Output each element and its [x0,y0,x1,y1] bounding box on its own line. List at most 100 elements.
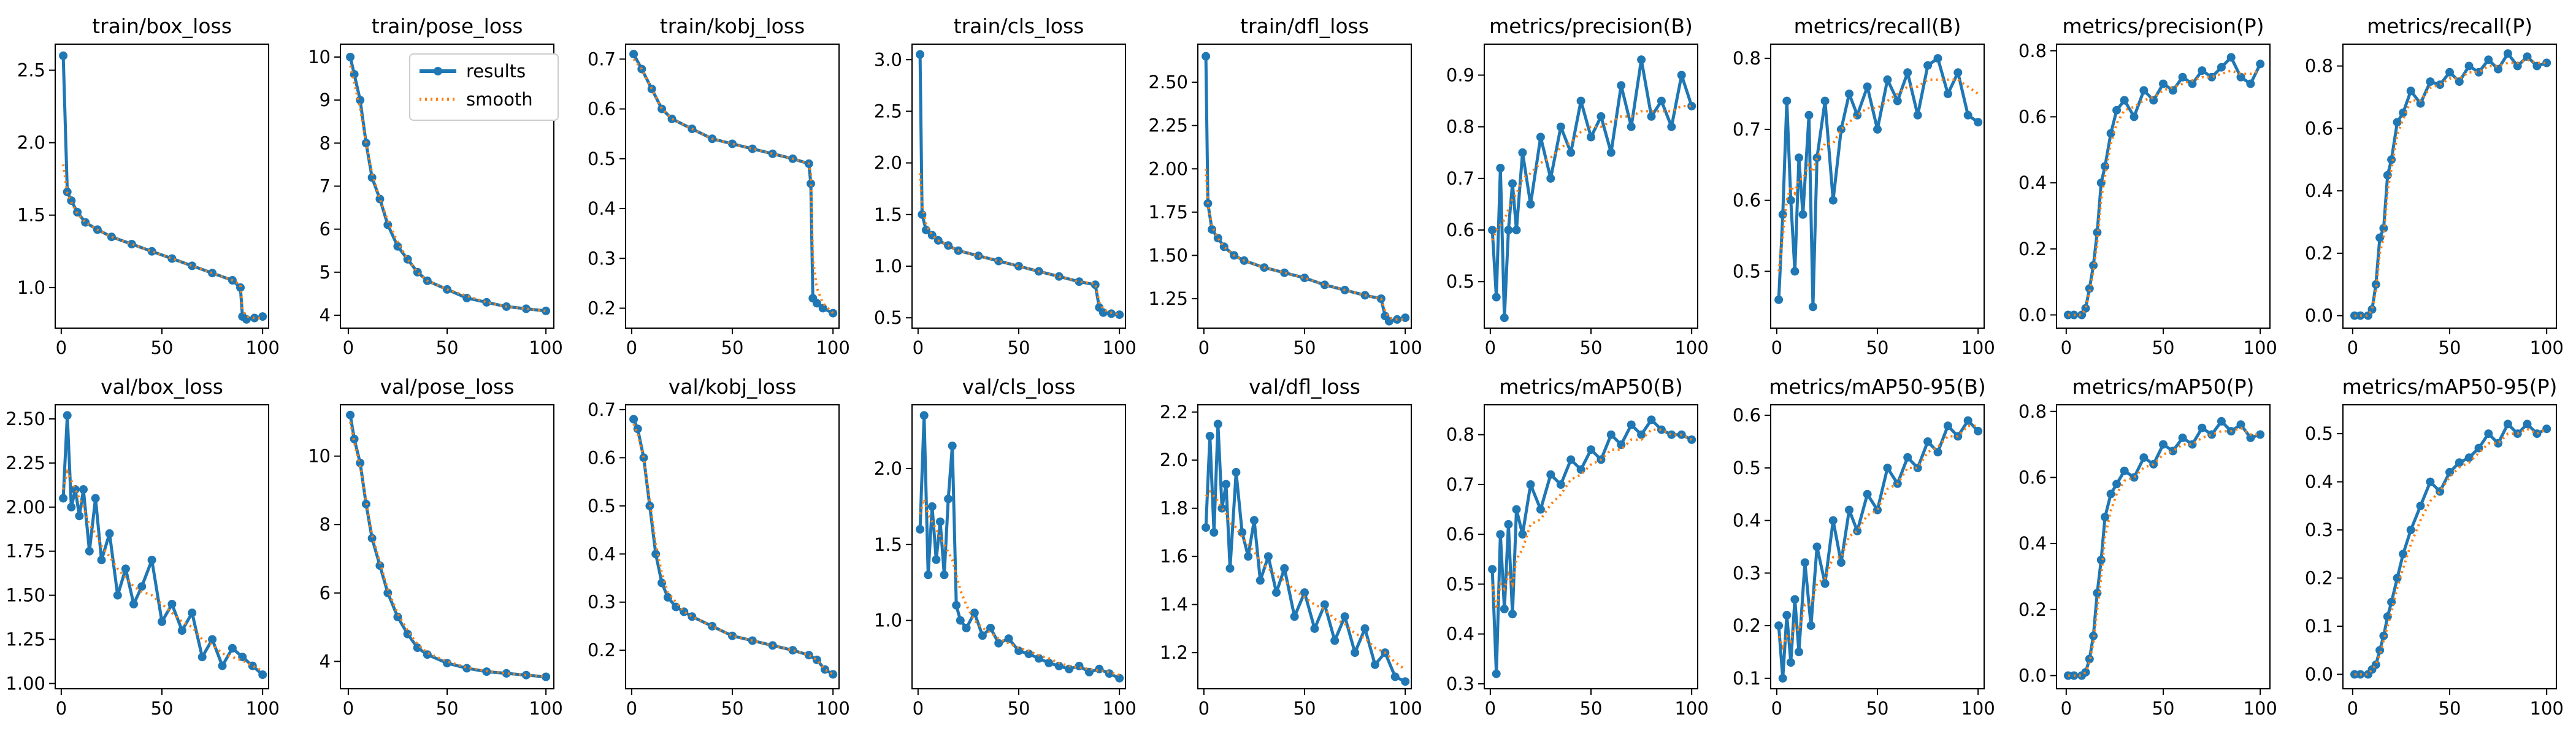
y-tick-label: 0.2 [588,640,616,661]
results-point [105,529,114,538]
smooth-series-line [1491,428,1693,610]
results-point [1790,267,1800,276]
results-point [2387,155,2396,164]
results-point [1217,504,1227,513]
y-tick-label: 0.4 [588,198,616,219]
results-point [2416,501,2425,510]
y-tick-label: 0.7 [1446,168,1474,189]
y-tick-label: 2.0 [874,153,902,174]
results-point [367,534,377,543]
results-point [1255,576,1265,585]
subplot-title: train/kobj_loss [660,14,805,38]
results-point [1360,624,1370,633]
subplot-14: val/dfl_loss 0 50 100 1.2 1.4 1.6 1.8 2.0 2.2 [1160,375,1422,719]
results-point [647,85,656,94]
smooth-series-line [919,173,1120,316]
results-point [1795,153,1803,163]
results-point [2077,310,2087,320]
results-point [1208,225,1216,234]
results-point [1390,672,1400,681]
results-point [1812,542,1822,551]
subplot-title: train/pose_loss [372,14,523,38]
results-point [1024,650,1033,659]
results-point [1943,90,1952,98]
results-series-line [918,413,1121,680]
axes-frame [1770,404,1985,689]
x-tick-label: 100 [1388,698,1422,719]
y-tick-label: 0.4 [588,543,616,564]
results-point [1280,564,1289,573]
y-tick-label: 1.25 [1148,288,1188,309]
results-point [2246,433,2255,442]
axes-frame [1484,44,1698,329]
results-point [2106,489,2115,499]
y-tick-label: 0.4 [1446,624,1474,645]
results-point [59,494,68,503]
results-point [1812,153,1822,163]
y-tick-label: 0.3 [1446,673,1474,694]
results-point [2120,96,2129,105]
results-point [1526,480,1535,489]
results-point [1300,274,1309,283]
axes-frame [625,404,840,689]
results-point [2523,420,2532,429]
results-point [1500,605,1509,613]
y-tick-label: 7 [320,176,331,197]
smooth-series-line [632,58,834,315]
axes-frame [2056,404,2271,689]
results-point [1244,552,1253,561]
x-tick-label: 100 [1674,337,1708,358]
results-point [1808,302,1817,312]
results-point [748,144,757,153]
results-point [1863,82,1872,91]
results-point [1091,280,1100,289]
results-point [127,240,136,248]
y-tick-label: 0.7 [1446,474,1474,495]
results-point [1606,148,1616,157]
y-tick-label: 1.25 [6,629,45,650]
results-point [1202,52,1211,61]
results-point [1863,489,1872,499]
results-point [1546,174,1555,183]
results-point [2207,72,2217,82]
results-point [948,441,957,450]
results-point [2217,416,2226,426]
results-point [63,411,72,420]
results-point [1526,200,1535,209]
y-tick-label: 0.8 [1446,424,1474,445]
results-point [167,600,177,608]
y-tick-label: 2.25 [1148,115,1188,136]
results-point [2129,473,2139,482]
y-tick-label: 0.6 [588,447,616,468]
subplot-8: metrics/precision(P) 0 50 100 0.0 0.2 0.4 0.6 0.… [2018,14,2277,358]
y-tick-label: 10 [308,446,331,467]
results-point [208,269,217,278]
results-point [1913,463,1922,472]
subplot-6: metrics/precision(B) 0 50 100 0.5 0.6 0.7 0.8 0.… [1446,14,1709,358]
results-point [1300,588,1309,597]
results-point [1488,226,1497,235]
results-point [1504,226,1513,235]
results-point [1232,467,1241,477]
results-point [1903,453,1912,462]
subplot-11: val/pose_loss 0 50 100 4 6 8 10 [308,375,563,719]
y-tick-label: 2.0 [1160,450,1188,470]
y-tick-label: 0.2 [2018,599,2047,620]
results-point [1798,210,1807,219]
results-point [2093,588,2102,597]
subplot-9: metrics/recall(P) 0 50 100 0.0 0.2 0.4 0.6 0.8 [2305,14,2564,358]
results-point [1587,132,1595,142]
y-tick-label: 0.3 [1733,562,1761,583]
axes-frame [55,404,269,689]
axes-frame [911,44,1126,329]
y-tick-label: 0.5 [874,307,902,328]
x-tick-label: 50 [2152,337,2175,358]
results-point [1903,68,1912,77]
results-point [2494,439,2503,448]
y-tick-label: 0.2 [2018,239,2047,259]
x-tick-label: 50 [1294,337,1316,358]
y-tick-label: 5 [320,262,331,283]
results-point [250,313,259,323]
